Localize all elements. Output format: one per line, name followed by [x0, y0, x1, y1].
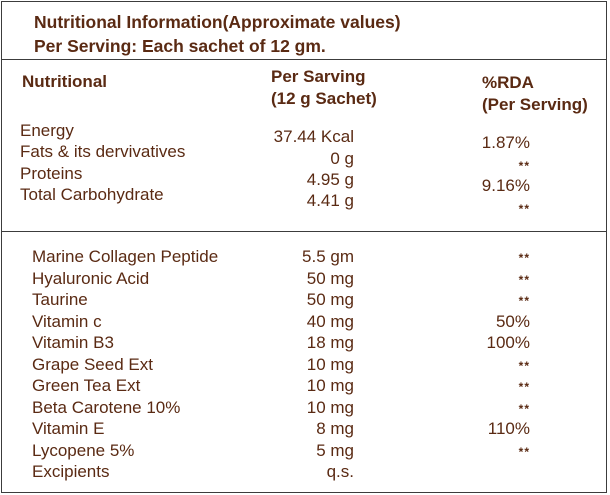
ingredient-name: Excipients: [32, 462, 110, 481]
ingredient-name: Marine Collagen Peptide: [32, 247, 219, 266]
macro-rda: **: [518, 202, 530, 216]
macro-name: Energy: [20, 121, 74, 140]
col-header-rda-line2: (Per Serving): [482, 95, 588, 114]
ingredient-rda: **: [518, 445, 530, 459]
macro-value: 4.95 g: [306, 170, 354, 189]
ingredient-value: 10 mg: [306, 376, 354, 395]
ingredient-value: 40 mg: [306, 312, 354, 331]
header-serving-info: Per Serving: Each sachet of 12 gm.: [34, 36, 326, 56]
ingredient-name: Beta Carotene 10%: [32, 398, 181, 417]
macro-value: 37.44 Kcal: [273, 127, 354, 146]
ingredient-name: Taurine: [32, 290, 88, 309]
col-header-per-serving-line1: Per Sarving: [271, 67, 366, 86]
ingredient-rda: **: [518, 402, 530, 416]
ingredient-rda: **: [518, 251, 530, 265]
ingredient-rda: **: [518, 380, 530, 394]
ingredient-rda: **: [518, 359, 530, 373]
macro-name: Proteins: [20, 164, 83, 183]
ingredient-name: Vitamin c: [32, 312, 102, 331]
table-header: Nutritional Information(Approximate valu…: [2, 2, 606, 60]
ingredient-rda: **: [518, 273, 530, 287]
col-header-per-serving: Per Sarving (12 g Sachet): [271, 66, 377, 110]
ingredient-value: 5 mg: [316, 441, 354, 460]
ingredient-value: 18 mg: [306, 333, 354, 352]
col-header-per-serving-line2: (12 g Sachet): [271, 89, 377, 108]
macro-rda: 9.16%: [481, 176, 530, 195]
ingredient-value: 50 mg: [306, 269, 354, 288]
ingredient-value: 5.5 gm: [302, 247, 354, 266]
header-title: Nutritional Information(Approximate valu…: [34, 12, 401, 32]
ingredient-name: Vitamin E: [32, 419, 105, 438]
ingredient-value: 10 mg: [306, 398, 354, 417]
ingredient-name: Hyaluronic Acid: [32, 269, 150, 288]
ingredient-name: Lycopene 5%: [32, 441, 135, 460]
ingredient-name: Vitamin B3: [32, 333, 114, 352]
col-header-nutritional: Nutritional: [22, 72, 107, 91]
col-header-rda-line1: %RDA: [482, 73, 534, 92]
macro-name: Total Carbohydrate: [20, 185, 164, 204]
ingredient-name: Grape Seed Ext: [32, 355, 153, 374]
col-header-rda: %RDA (Per Serving): [482, 72, 588, 116]
macro-rda: 1.87%: [481, 133, 530, 152]
ingredient-rda: 110%: [487, 419, 530, 438]
macro-value: 0 g: [330, 149, 354, 168]
ingredient-value: 8 mg: [316, 419, 354, 438]
ingredient-rda: 50%: [495, 312, 530, 331]
ingredient-value: 50 mg: [306, 290, 354, 309]
macro-value: 4.41 g: [306, 191, 354, 210]
ingredient-rda: **: [518, 294, 530, 308]
section-divider: [2, 231, 606, 232]
macro-rda: **: [518, 159, 530, 173]
ingredient-name: Green Tea Ext: [32, 376, 141, 395]
ingredient-value: 10 mg: [306, 355, 354, 374]
macro-name: Fats & its dervivatives: [20, 142, 186, 161]
ingredient-rda: 100%: [486, 333, 530, 352]
ingredient-value: q.s.: [326, 462, 354, 481]
